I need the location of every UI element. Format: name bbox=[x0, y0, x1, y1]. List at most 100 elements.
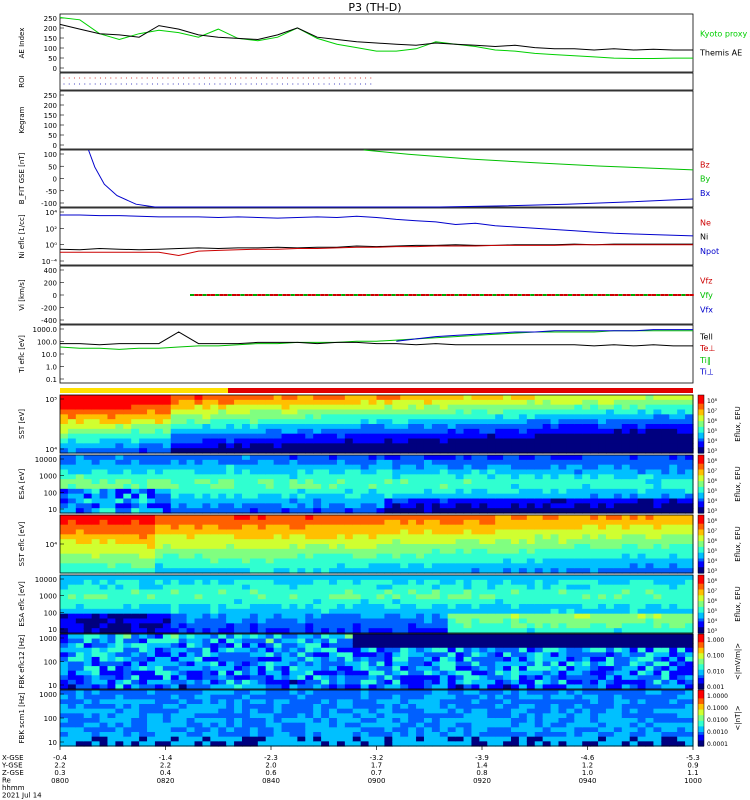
spectrogram-cell bbox=[305, 455, 314, 461]
spectrogram-cell bbox=[115, 656, 124, 663]
spectrogram-cell bbox=[685, 524, 694, 531]
spectrogram-cell bbox=[653, 575, 662, 581]
series-line-Themis AE bbox=[59, 23, 693, 51]
spectrogram-cell bbox=[613, 404, 623, 411]
spectrogram-cell bbox=[511, 679, 520, 686]
spectrogram-cell bbox=[265, 508, 275, 514]
spectrogram-cell bbox=[91, 643, 101, 649]
spectrogram-cell bbox=[534, 599, 544, 605]
spectrogram-cell bbox=[423, 469, 433, 475]
spectrogram-cell bbox=[479, 529, 488, 535]
spectrogram-cell bbox=[605, 553, 615, 560]
spectrogram-cell bbox=[511, 599, 520, 605]
spectrogram-cell bbox=[566, 553, 575, 560]
spectrogram-cell bbox=[487, 584, 496, 591]
spectrogram-cell bbox=[629, 608, 639, 615]
spectrogram-cell bbox=[495, 604, 504, 610]
spectrogram-cell bbox=[91, 464, 101, 471]
spectrogram-cell bbox=[423, 529, 433, 535]
spectrogram-cell bbox=[226, 479, 235, 485]
spectrogram-cell bbox=[186, 675, 196, 681]
spectrogram-cell bbox=[463, 404, 473, 411]
spectrogram-cell bbox=[669, 529, 678, 535]
spectrogram-cell bbox=[376, 409, 386, 415]
spectrogram-cell bbox=[613, 395, 623, 401]
spectrogram-cell bbox=[99, 409, 109, 415]
spectrogram-cell bbox=[376, 539, 386, 545]
spectrogram-cell bbox=[265, 534, 275, 540]
spectrogram-cell bbox=[147, 670, 156, 676]
spectrogram-cell bbox=[621, 604, 631, 610]
spectrogram-cell bbox=[241, 448, 251, 454]
spectrogram-cell bbox=[463, 684, 473, 690]
spectrogram-cell bbox=[455, 666, 465, 672]
spectrogram-cell bbox=[123, 493, 132, 500]
spectrogram-cell bbox=[685, 679, 694, 686]
spectrogram-cell bbox=[518, 661, 528, 667]
spectrogram-cell bbox=[677, 618, 686, 624]
spectrogram-cell bbox=[67, 594, 77, 600]
spectrogram-cell bbox=[400, 548, 409, 555]
spectrogram-cell bbox=[139, 459, 148, 466]
spectrogram-cell bbox=[423, 608, 433, 615]
spectrogram-cell bbox=[669, 628, 678, 634]
spectrogram-cell bbox=[139, 484, 148, 490]
spectrogram-cell bbox=[107, 519, 116, 526]
spectrogram-cell bbox=[613, 618, 623, 624]
spectrogram-cell bbox=[289, 599, 298, 605]
spectrogram-cell bbox=[265, 613, 275, 620]
spectrogram-cell bbox=[566, 409, 575, 415]
spectrogram-cell bbox=[598, 488, 607, 495]
spectrogram-cell bbox=[423, 628, 433, 634]
spectrogram-cell bbox=[423, 479, 433, 485]
spectrogram-cell bbox=[194, 493, 204, 500]
spectrogram-cell bbox=[91, 469, 101, 475]
spectrogram-cell bbox=[257, 623, 267, 629]
spectrogram-cell bbox=[495, 661, 504, 667]
spectrogram-cell bbox=[447, 519, 457, 526]
spectrogram-cell bbox=[321, 544, 330, 550]
spectrogram-cell bbox=[313, 503, 322, 509]
spectrogram-cell bbox=[621, 679, 631, 686]
spectrogram-cell bbox=[661, 443, 670, 449]
spectrogram-cell bbox=[218, 474, 227, 480]
spectrogram-cell bbox=[210, 613, 219, 620]
spectrogram-cell bbox=[605, 628, 615, 634]
spectrogram-cell bbox=[202, 558, 211, 564]
spectrogram-cell bbox=[313, 684, 322, 690]
spectrogram-cell bbox=[669, 484, 678, 490]
spectrogram-cell bbox=[408, 455, 417, 461]
spectrogram-cell bbox=[344, 519, 354, 526]
spectrogram-cell bbox=[653, 594, 662, 600]
spectrogram-cell bbox=[518, 666, 528, 672]
spectrogram-cell bbox=[368, 524, 378, 531]
spectrogram-cell bbox=[368, 498, 378, 504]
spectrogram-cell bbox=[67, 428, 77, 435]
spectrogram-cell bbox=[186, 404, 196, 411]
spectrogram-cell bbox=[321, 395, 330, 401]
y-tick-label: 100 bbox=[44, 609, 57, 617]
spectrogram-cell bbox=[613, 634, 623, 640]
spectrogram-cell bbox=[178, 684, 188, 690]
spectrogram-cell bbox=[123, 414, 132, 420]
spectrogram-cell bbox=[526, 399, 536, 406]
spectrogram-cell bbox=[265, 524, 275, 531]
spectrogram-cell bbox=[542, 589, 552, 595]
spectrogram-cell bbox=[368, 675, 378, 681]
spectrogram-cell bbox=[416, 493, 425, 500]
spectrogram-cell bbox=[107, 493, 116, 500]
spectrogram-cell bbox=[455, 443, 465, 449]
spectrogram-cell bbox=[495, 498, 504, 504]
spectrogram-cell bbox=[661, 404, 670, 411]
spectrogram-cell bbox=[249, 599, 259, 605]
spectrogram-cell bbox=[423, 534, 433, 540]
spectrogram-cell bbox=[321, 474, 330, 480]
spectrogram-cell bbox=[210, 498, 219, 504]
spectrogram-cell bbox=[131, 589, 140, 595]
spectrogram-cell bbox=[360, 529, 370, 535]
spectrogram-cell bbox=[241, 594, 251, 600]
spectrogram-cell bbox=[495, 515, 504, 521]
spectrogram-cell bbox=[613, 679, 623, 686]
spectrogram-cell bbox=[518, 498, 528, 504]
spectrogram-cell bbox=[75, 684, 85, 690]
